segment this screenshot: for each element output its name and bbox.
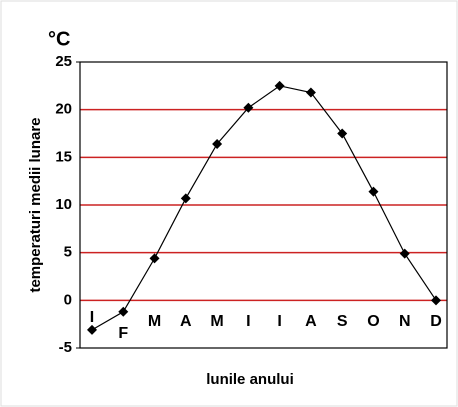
x-tick-label: I bbox=[246, 313, 250, 330]
x-tick-label: D bbox=[430, 313, 442, 330]
y-tick-label: -5 bbox=[59, 339, 72, 356]
marker bbox=[399, 248, 410, 259]
unit-label: °C bbox=[48, 28, 70, 50]
y-tick-label: 20 bbox=[55, 101, 72, 118]
marker bbox=[368, 186, 379, 197]
y-tick-label: 25 bbox=[55, 53, 72, 70]
x-tick-label: I bbox=[90, 309, 94, 326]
x-tick-label: M bbox=[148, 313, 161, 330]
x-axis-label: lunile anului bbox=[206, 371, 294, 388]
marker bbox=[243, 102, 254, 113]
line bbox=[91, 85, 437, 331]
marker bbox=[337, 128, 348, 139]
y-tick-label: 5 bbox=[64, 244, 72, 261]
plot-border bbox=[79, 61, 448, 349]
x-tick-label: S bbox=[337, 313, 348, 330]
marker bbox=[180, 193, 191, 204]
y-axis-label: temperaturi medii lunare bbox=[27, 117, 44, 292]
x-tick-label: A bbox=[180, 313, 192, 330]
marker bbox=[118, 306, 129, 317]
x-tick-label: O bbox=[367, 313, 379, 330]
y-tick-label: 15 bbox=[55, 148, 72, 165]
marker bbox=[431, 295, 441, 306]
marker bbox=[305, 87, 316, 98]
x-tick-label: M bbox=[210, 313, 223, 330]
x-tick-label: F bbox=[118, 325, 128, 342]
marker bbox=[87, 324, 97, 335]
x-tick-label: I bbox=[277, 313, 281, 330]
y-tick-label: 0 bbox=[64, 291, 72, 308]
x-tick-label: A bbox=[305, 313, 317, 330]
y-tick-label: 10 bbox=[55, 196, 72, 213]
x-tick-label: N bbox=[399, 313, 411, 330]
marker bbox=[212, 138, 223, 149]
marker bbox=[274, 80, 285, 91]
marker bbox=[149, 253, 160, 264]
